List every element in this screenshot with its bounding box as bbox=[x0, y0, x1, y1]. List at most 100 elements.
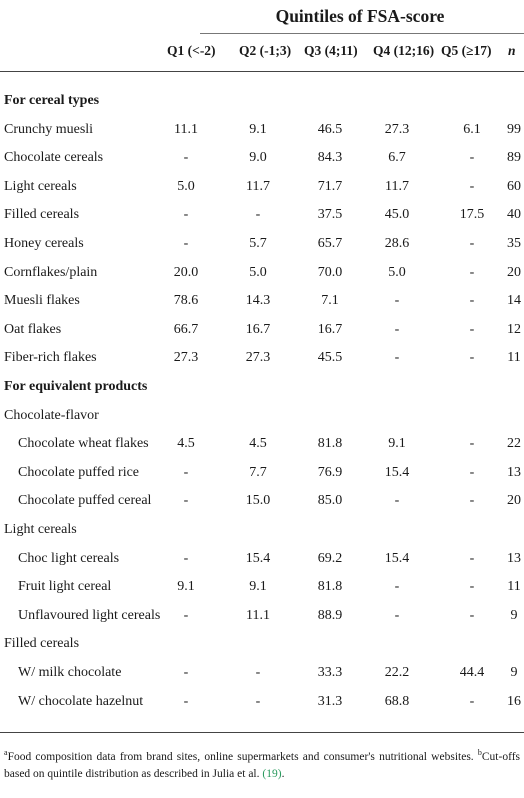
cell-q4: 28.6 bbox=[384, 236, 410, 251]
cell-n: 12 bbox=[507, 321, 521, 337]
table-row: Fiber-rich flakes 27.3 27.3 45.5 - - 11 bbox=[0, 345, 524, 373]
cell-q4: 11.7 bbox=[385, 178, 409, 194]
row-label: Fruit light cereal bbox=[18, 579, 112, 595]
cell-q4: 45.0 bbox=[384, 207, 410, 223]
cell-q1: 4.5 bbox=[177, 436, 195, 452]
cell-q4: 22.2 bbox=[384, 665, 410, 680]
cell-q3: 88.9 bbox=[317, 607, 343, 623]
cell-q2: - bbox=[255, 693, 261, 709]
cell-n: 9 bbox=[510, 665, 518, 680]
cell-q5: - bbox=[469, 264, 475, 280]
row-label: Filled cereals bbox=[4, 207, 80, 223]
cell-q4: - bbox=[394, 321, 400, 337]
row-label: Filled cereals bbox=[4, 636, 80, 652]
cell-q1: - bbox=[183, 236, 189, 251]
cell-q3: 84.3 bbox=[317, 150, 343, 166]
section-row: For cereal types bbox=[0, 88, 524, 116]
cell-q4: 15.4 bbox=[384, 550, 410, 566]
row-label: Chocolate cereals bbox=[4, 150, 104, 166]
cell-q2: 11.1 bbox=[246, 607, 270, 623]
cell-q1: 20.0 bbox=[173, 264, 199, 280]
cell-q2: 4.5 bbox=[249, 436, 267, 452]
row-label: Unflavoured light cereals bbox=[18, 607, 161, 623]
column-header-q5: Q5 (≥17) bbox=[441, 43, 492, 58]
table-row: Chocolate puffed cereal - 15.0 85.0 - - 20 bbox=[0, 488, 524, 516]
cell-q5: - bbox=[469, 350, 475, 366]
table-row: Muesli flakes 78.6 14.3 7.1 - - 14 bbox=[0, 288, 524, 316]
row-label: Cornflakes/plain bbox=[4, 264, 98, 280]
table-row: Crunchy muesli 11.1 9.1 46.5 27.3 6.1 99 bbox=[0, 117, 524, 145]
cell-q1: 5.0 bbox=[177, 178, 195, 194]
cell-q2: 11.7 bbox=[246, 178, 270, 194]
cell-q1: - bbox=[183, 464, 189, 480]
row-label: Chocolate wheat flakes bbox=[18, 436, 149, 452]
cell-n: 16 bbox=[507, 693, 521, 709]
cell-q2: 15.0 bbox=[245, 493, 271, 509]
cell-q2: 7.7 bbox=[249, 464, 267, 480]
cell-q3: 76.9 bbox=[317, 464, 343, 480]
cell-q3: 33.3 bbox=[317, 665, 343, 680]
cell-q1: 66.7 bbox=[173, 321, 199, 337]
footnote-b-text: Cut-offs based on quintile distribution … bbox=[4, 750, 521, 780]
cell-q5: - bbox=[469, 579, 475, 595]
cell-q3: 31.3 bbox=[317, 693, 343, 709]
cell-n: 13 bbox=[507, 464, 521, 480]
cell-q5: - bbox=[469, 178, 475, 194]
cell-q5: - bbox=[469, 693, 475, 709]
table-row: W/ milk chocolate - - 33.3 22.2 44.4 9 bbox=[0, 660, 524, 688]
cell-q3: 65.7 bbox=[317, 236, 343, 251]
cell-q2: 5.7 bbox=[249, 236, 267, 251]
row-label: For equivalent products bbox=[4, 379, 148, 394]
cell-q5: - bbox=[469, 493, 475, 509]
table-row: Chocolate cereals - 9.0 84.3 6.7 - 89 bbox=[0, 145, 524, 173]
cell-q1: 9.1 bbox=[177, 579, 195, 595]
cell-q2: 5.0 bbox=[249, 264, 267, 280]
table-row: Oat flakes 66.7 16.7 16.7 - - 12 bbox=[0, 317, 524, 345]
column-header-q4: Q4 (12;16) bbox=[373, 43, 435, 58]
cell-q2: 9.1 bbox=[249, 579, 267, 595]
citation-link[interactable]: (19) bbox=[262, 767, 282, 780]
cell-q2: 27.3 bbox=[245, 350, 271, 366]
column-header-q2: Q2 (-1;3) bbox=[239, 43, 292, 58]
cell-q5: - bbox=[469, 321, 475, 337]
footnote-a-text: Food composition data from brand sites, … bbox=[7, 750, 474, 763]
cell-n: 20 bbox=[507, 264, 521, 280]
cell-q4: 27.3 bbox=[384, 121, 410, 137]
column-header-q3: Q3 (4;11) bbox=[304, 43, 358, 58]
cell-q4: 5.0 bbox=[388, 264, 406, 280]
cell-q4: - bbox=[394, 607, 400, 623]
cell-q2: 15.4 bbox=[245, 550, 271, 566]
cell-n: 14 bbox=[507, 293, 521, 309]
cell-q5: - bbox=[469, 236, 475, 251]
cell-q5: - bbox=[469, 464, 475, 480]
cell-q1: - bbox=[183, 607, 189, 623]
cell-q4: 15.4 bbox=[384, 464, 410, 480]
cell-q3: 45.5 bbox=[317, 350, 343, 366]
cell-q3: 85.0 bbox=[317, 493, 343, 509]
cell-q5: 44.4 bbox=[459, 665, 485, 680]
cell-q5: - bbox=[469, 607, 475, 623]
cell-q3: 37.5 bbox=[317, 207, 343, 223]
column-header-q1: Q1 (<-2) bbox=[167, 43, 216, 58]
cell-n: 9 bbox=[510, 607, 518, 623]
cell-q5: - bbox=[469, 150, 475, 166]
cell-q4: - bbox=[394, 579, 400, 595]
cell-q1: 27.3 bbox=[173, 350, 199, 366]
bottom-rule bbox=[0, 732, 524, 733]
cell-q3: 81.8 bbox=[317, 436, 343, 452]
cell-q1: - bbox=[183, 665, 189, 680]
cell-n: 20 bbox=[507, 493, 521, 509]
cell-q1: - bbox=[183, 693, 189, 709]
table-row: Cornflakes/plain 20.0 5.0 70.0 5.0 - 20 bbox=[0, 260, 524, 288]
row-label: Fiber-rich flakes bbox=[4, 350, 97, 366]
table-row: Light cereals 5.0 11.7 71.7 11.7 - 60 bbox=[0, 174, 524, 202]
cell-q3: 70.0 bbox=[317, 264, 343, 280]
cell-q4: - bbox=[394, 293, 400, 309]
cell-n: 40 bbox=[507, 207, 521, 223]
column-header-n: n bbox=[508, 43, 516, 58]
row-label: W/ milk chocolate bbox=[18, 665, 122, 680]
cell-q2: - bbox=[255, 665, 261, 680]
table-row: Honey cereals - 5.7 65.7 28.6 - 35 bbox=[0, 231, 524, 259]
row-label: Chocolate puffed rice bbox=[18, 464, 140, 480]
